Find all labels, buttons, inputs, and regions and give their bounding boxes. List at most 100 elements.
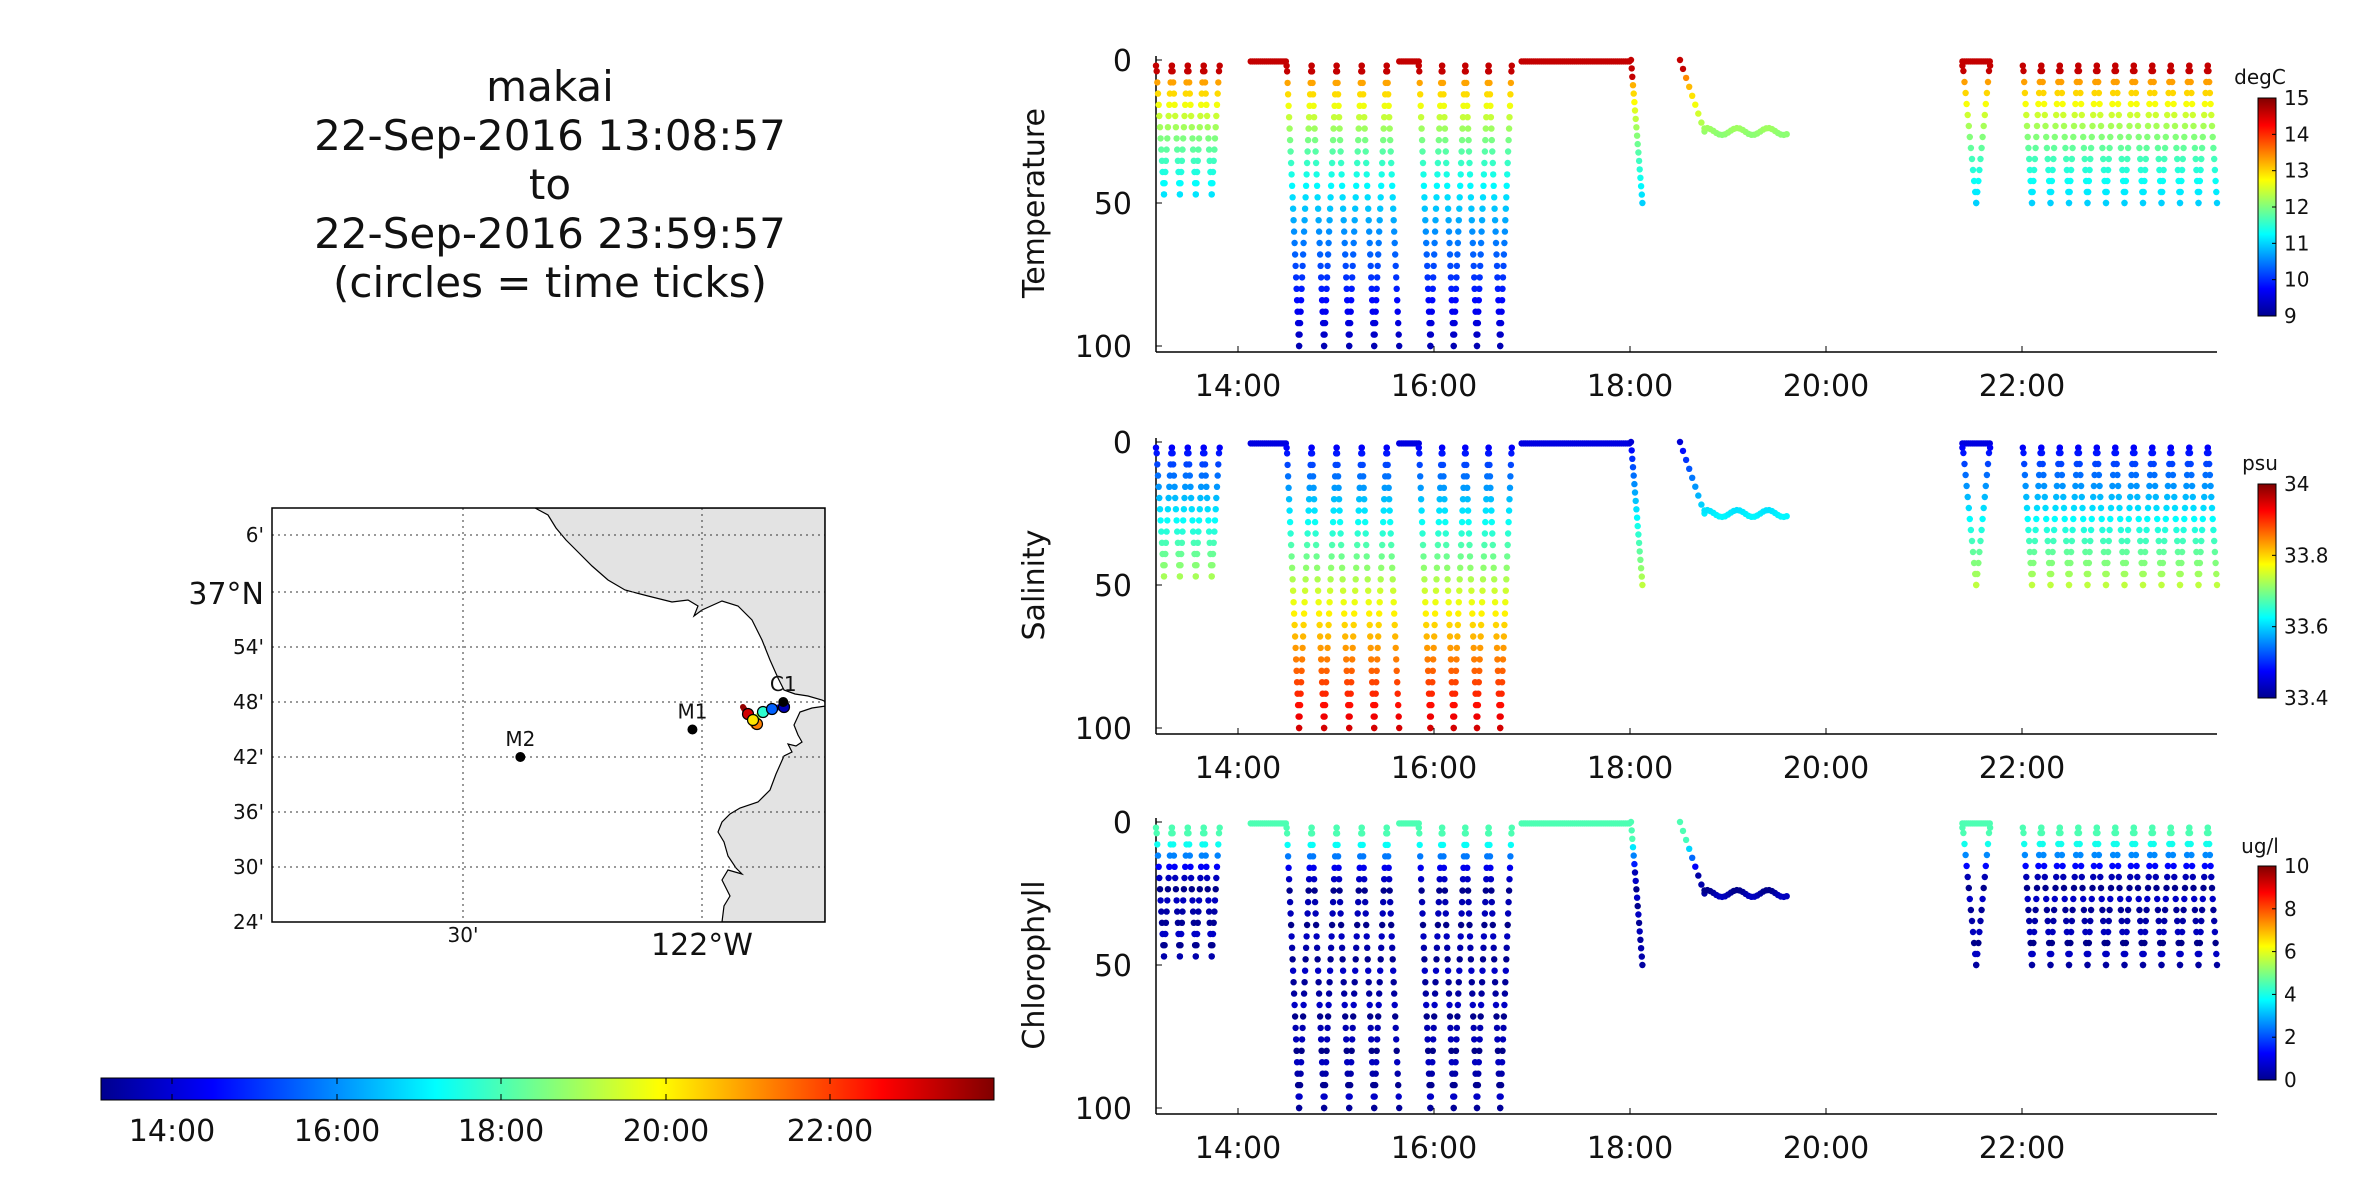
data-point bbox=[1432, 205, 1440, 212]
data-point bbox=[1497, 1104, 1504, 1112]
data-point bbox=[2168, 449, 2175, 457]
data-point bbox=[1375, 633, 1382, 640]
data-point bbox=[1376, 610, 1383, 617]
data-point bbox=[1416, 450, 1423, 457]
data-point bbox=[1467, 576, 1475, 583]
data-point bbox=[1387, 136, 1394, 144]
data-point bbox=[1286, 125, 1293, 132]
data-point bbox=[1327, 194, 1334, 201]
data-point bbox=[1301, 979, 1308, 986]
data-point bbox=[1184, 824, 1192, 831]
data-point bbox=[1783, 131, 1790, 138]
data-point bbox=[1497, 1081, 1505, 1089]
data-point bbox=[1459, 887, 1466, 894]
data-point bbox=[1469, 990, 1476, 997]
data-point bbox=[1465, 910, 1473, 917]
y-tick-label: 100 bbox=[1075, 1092, 1132, 1127]
data-point bbox=[1385, 853, 1392, 860]
data-point bbox=[2039, 460, 2046, 468]
data-point bbox=[1318, 1047, 1325, 1055]
data-point bbox=[1977, 917, 1984, 925]
data-point bbox=[1492, 990, 1499, 997]
data-point bbox=[2198, 526, 2206, 534]
data-point bbox=[1500, 1024, 1507, 1032]
data-point bbox=[1363, 159, 1370, 167]
data-point bbox=[1297, 1070, 1304, 1077]
data-point bbox=[2211, 548, 2219, 556]
data-point bbox=[2103, 570, 2110, 578]
data-point bbox=[1336, 518, 1344, 526]
data-point bbox=[1340, 599, 1347, 606]
data-point bbox=[1154, 841, 1161, 848]
data-point bbox=[2163, 122, 2170, 130]
data-point bbox=[1350, 621, 1357, 629]
data-point bbox=[2200, 122, 2207, 130]
data-point bbox=[1213, 494, 1220, 502]
data-point bbox=[1466, 933, 1474, 940]
data-point bbox=[1317, 1036, 1325, 1043]
data-point bbox=[2144, 515, 2151, 523]
data-point bbox=[1982, 862, 1990, 870]
time-colorbar-tick: 22:00 bbox=[787, 1114, 873, 1149]
data-point bbox=[1984, 460, 1992, 468]
data-point bbox=[1196, 506, 1204, 513]
data-point bbox=[1341, 239, 1348, 247]
data-point bbox=[1353, 553, 1360, 560]
data-point bbox=[1959, 444, 1966, 451]
data-point bbox=[1961, 840, 1968, 848]
data-point bbox=[2206, 851, 2214, 859]
data-point bbox=[2164, 111, 2171, 119]
data-point bbox=[1457, 182, 1464, 189]
data-point bbox=[2058, 89, 2066, 97]
data-point bbox=[1285, 114, 1293, 121]
data-point bbox=[1963, 862, 1970, 870]
data-point bbox=[1292, 644, 1299, 652]
data-point bbox=[2172, 133, 2179, 141]
data-point bbox=[2201, 111, 2208, 119]
data-point bbox=[1350, 1013, 1357, 1020]
data-point bbox=[2186, 62, 2193, 69]
data-point bbox=[1967, 144, 1975, 152]
data-point bbox=[2196, 188, 2203, 196]
data-point bbox=[1308, 830, 1316, 837]
data-point bbox=[2053, 873, 2060, 881]
data-point bbox=[1178, 157, 1186, 164]
data-point bbox=[1374, 1024, 1381, 1032]
data-point bbox=[1297, 1059, 1305, 1066]
data-point bbox=[1427, 342, 1434, 350]
data-point bbox=[1203, 483, 1210, 490]
data-point bbox=[1975, 559, 1982, 567]
data-point bbox=[2076, 840, 2083, 848]
data-point bbox=[2076, 78, 2083, 86]
data-point bbox=[1297, 679, 1305, 686]
data-point bbox=[1479, 194, 1487, 201]
data-point bbox=[2212, 177, 2219, 185]
data-point bbox=[2085, 559, 2093, 567]
data-point bbox=[2127, 482, 2135, 490]
data-point bbox=[1339, 956, 1346, 963]
data-point bbox=[2109, 482, 2116, 490]
data-point bbox=[1385, 91, 1392, 98]
data-point bbox=[1494, 274, 1501, 281]
data-point bbox=[2085, 570, 2092, 578]
data-point bbox=[1630, 852, 1637, 859]
data-point bbox=[1629, 844, 1637, 851]
data-point bbox=[1386, 887, 1393, 894]
data-point bbox=[1184, 62, 1192, 69]
data-point bbox=[1452, 667, 1460, 674]
data-point bbox=[2033, 133, 2040, 141]
data-point bbox=[1365, 587, 1372, 594]
data-point bbox=[2122, 950, 2129, 958]
data-point bbox=[1285, 876, 1293, 883]
data-point bbox=[2183, 100, 2190, 108]
data-point bbox=[1203, 874, 1211, 882]
data-point bbox=[1355, 898, 1362, 906]
data-point bbox=[2134, 504, 2142, 512]
data-point bbox=[1172, 494, 1179, 502]
data-point bbox=[2204, 444, 2211, 451]
data-point bbox=[2053, 493, 2060, 501]
data-point bbox=[2086, 548, 2093, 556]
data-point bbox=[2067, 928, 2075, 936]
data-point bbox=[1354, 148, 1361, 155]
data-point bbox=[1211, 528, 1218, 535]
